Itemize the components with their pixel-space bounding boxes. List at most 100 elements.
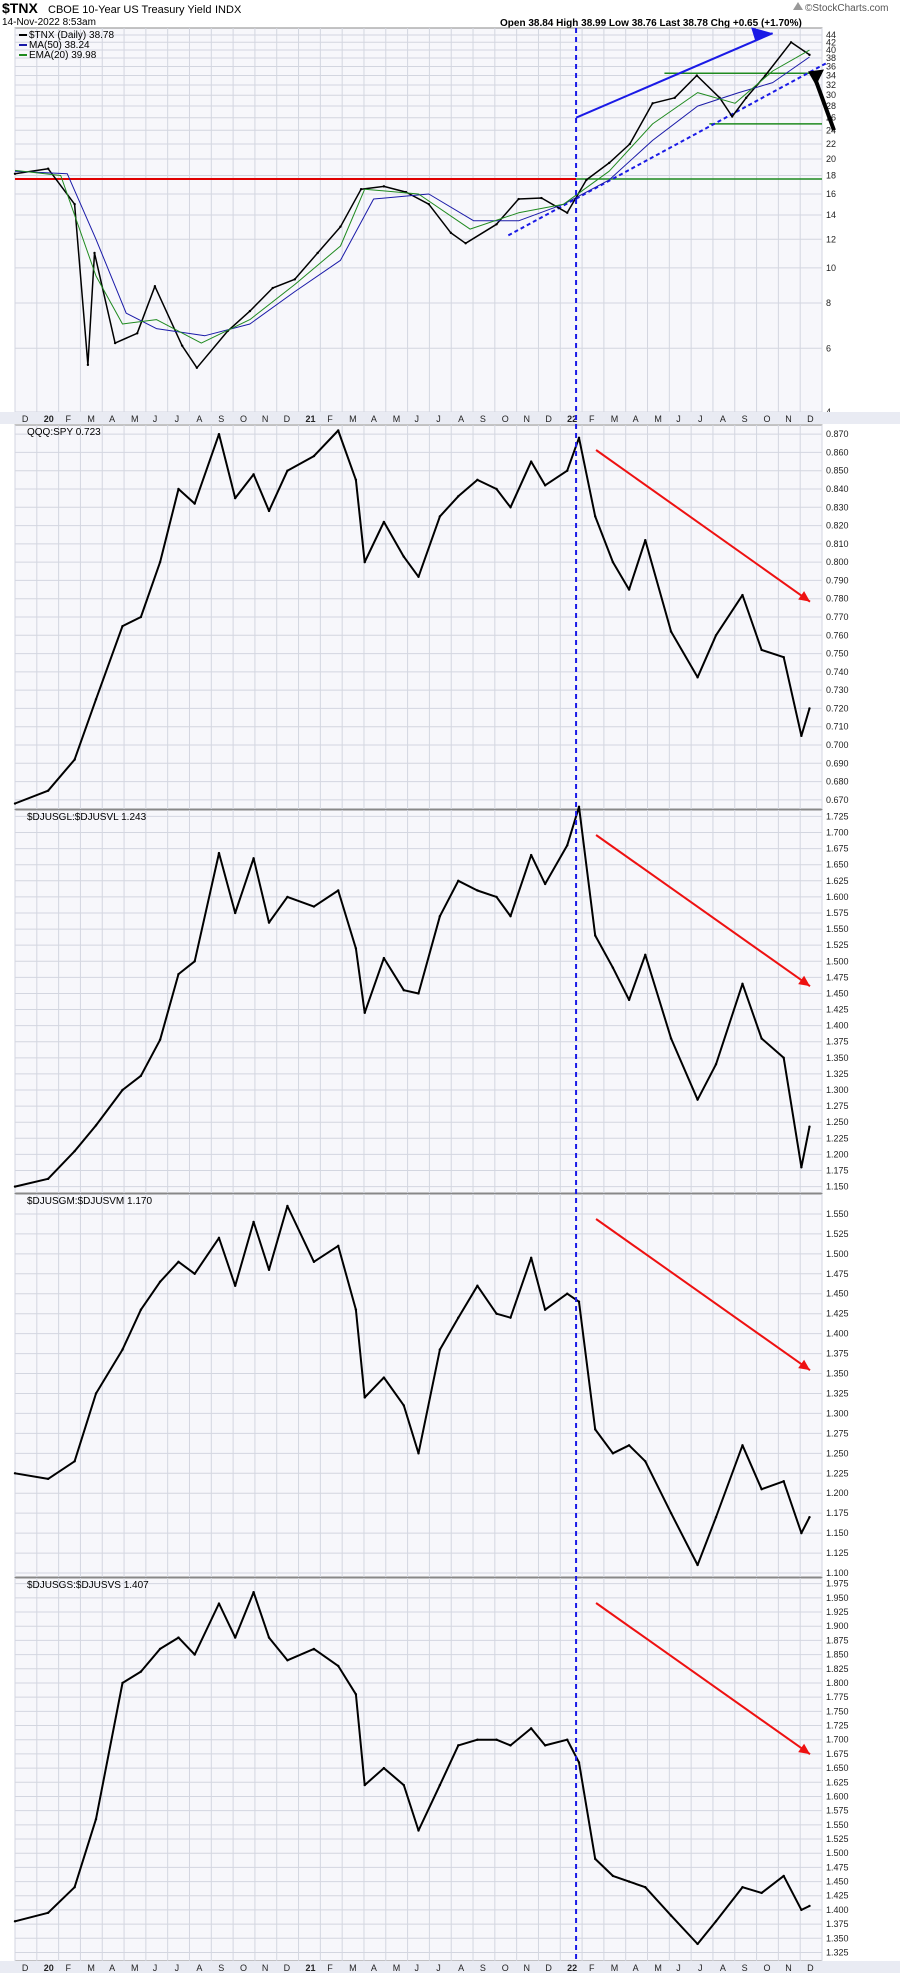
data-point [800,734,803,738]
data-point [286,469,289,472]
data-point [476,1284,479,1287]
x-tick-label: N [785,1963,792,1973]
series-line [14,49,810,344]
y-tick-label: 1.200 [826,1149,849,1159]
y-tick-label: 1.550 [826,1820,849,1830]
y-tick-label: 0.730 [826,685,849,695]
x-tick-label: M [349,414,357,424]
y-tick-label: 1.175 [826,1508,849,1518]
x-tick-label: S [742,1963,748,1973]
data-point [193,1272,196,1275]
data-point [673,96,676,100]
data-point [382,1376,386,1379]
data-point [417,1829,420,1832]
x-tick-label: M [349,1963,357,1973]
legend-entry: QQQ:SPY 0.723 [27,427,101,438]
data-point [94,1817,98,1821]
y-tick-label: 1.350 [826,1053,849,1063]
y-tick-label: 1.850 [826,1650,849,1660]
data-point [382,520,386,524]
data-point [457,1744,460,1747]
trend-arrow-line [595,1602,811,1755]
y-tick-label: 14 [826,210,836,220]
data-point [177,487,180,491]
data-point [509,915,512,918]
data-point [180,344,184,347]
y-tick-label: 1.575 [826,908,849,918]
y-tick-label: 1.725 [826,811,849,821]
y-tick-label: 1.275 [826,1428,849,1438]
x-tick-label: S [218,414,224,424]
data-point [217,1602,221,1605]
data-point [608,161,611,165]
data-point [808,707,811,710]
data-point [139,615,143,619]
data-point [669,1037,673,1040]
y-tick-label: 0.870 [826,429,849,439]
y-tick-label: 1.525 [826,1229,849,1239]
y-tick-label: 1.400 [826,1329,849,1339]
data-point [566,211,569,215]
data-point [363,560,366,564]
y-tick-label: 1.450 [826,1877,849,1887]
data-point [644,1886,647,1889]
series-line [14,1591,810,1945]
data-point [594,1857,597,1861]
header-description: CBOE 10-Year US Treasury Yield [48,4,211,16]
data-point [696,1563,699,1567]
data-point [644,1460,647,1463]
y-tick-label: 1.775 [826,1692,849,1702]
data-point [354,478,358,482]
y-tick-label: 1.600 [826,1791,849,1801]
data-point [764,74,767,77]
data-point [382,185,386,188]
legend-entry: $DJUSGS:$DJUSVS 1.407 [27,1580,149,1591]
y-tick-label: 0.760 [826,630,849,640]
data-point [121,624,124,628]
y-tick-label: 8 [826,298,831,308]
data-point [577,805,581,808]
x-tick-label: J [698,414,703,424]
y-tick-label: 1.150 [826,1528,849,1538]
data-point [158,1647,162,1651]
data-point [402,1404,405,1407]
x-tick-label: O [502,1963,509,1973]
y-tick-label: 16 [826,189,836,199]
y-tick-label: 30 [826,90,836,100]
data-point [136,332,139,335]
data-point [760,1037,763,1040]
x-tick-label: A [633,1963,639,1973]
data-point [789,41,793,44]
x-tick-label: D [22,414,29,424]
y-tick-label: 1.475 [826,972,849,982]
series-line [14,1205,811,1566]
data-point [267,921,271,924]
x-tick-label: J [676,1963,681,1973]
header-date: 14-Nov-2022 8:53am [2,17,96,28]
y-tick-label: 1.425 [826,1005,849,1015]
data-point [476,478,479,482]
data-point [464,242,467,245]
y-tick-label: 1.150 [826,1182,849,1192]
y-tick-label: 1.825 [826,1664,849,1674]
data-point [363,1783,366,1787]
x-tick-label: J [415,1963,420,1973]
x-tick-label: A [458,414,464,424]
data-point [312,905,316,908]
x-tick-label: A [633,414,639,424]
data-point [476,1738,479,1741]
data-point [741,1886,744,1889]
trend-arrowhead [798,591,810,602]
data-point [540,196,543,200]
data-point [158,1280,162,1283]
data-point [438,515,442,518]
data-point [337,429,340,432]
data-point [193,960,196,963]
y-tick-label: 1.200 [826,1488,849,1498]
y-tick-label: 1.450 [826,988,849,998]
x-tick-label: M [654,414,662,424]
data-point [495,895,498,899]
x-tick-label: M [393,1963,401,1973]
data-point [139,1074,143,1078]
data-point [438,1348,442,1351]
